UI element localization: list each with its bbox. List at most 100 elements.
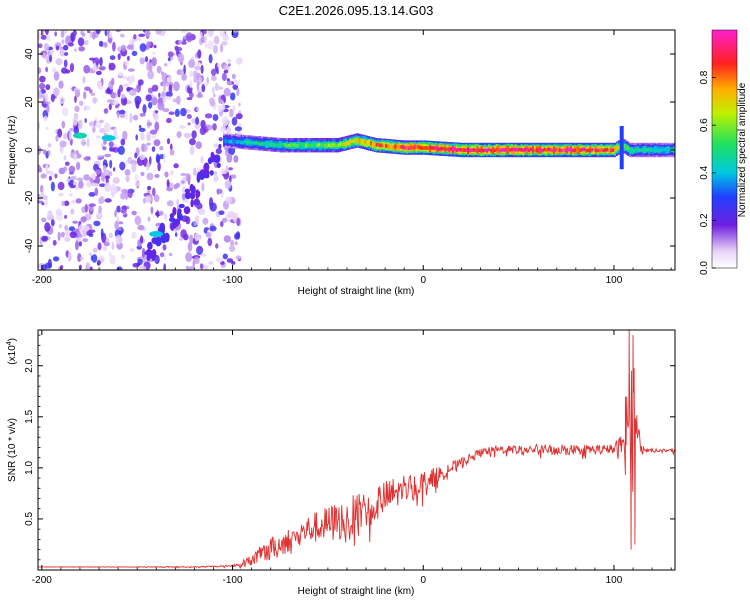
spectrogram-noise-blob bbox=[169, 182, 174, 189]
spectrogram-noise-blob bbox=[175, 232, 178, 237]
spectrogram-noise-blob bbox=[125, 175, 130, 183]
spectrogram-ridge-cell bbox=[646, 148, 649, 152]
spectrogram-noise-blob bbox=[92, 97, 98, 104]
spectrogram-noise-blob bbox=[105, 237, 110, 243]
spectrogram-noise-blob bbox=[169, 149, 175, 156]
spectrogram-noise-blob bbox=[47, 149, 51, 156]
spectrogram-ridge-cell bbox=[347, 141, 349, 145]
spectrogram-noise-blob bbox=[178, 203, 185, 209]
spectrogram-ridge-cell bbox=[638, 148, 641, 153]
spectrogram-noise-blob bbox=[99, 56, 103, 67]
spectrogram-noise-blob bbox=[215, 243, 219, 249]
spectrogram-noise-blob bbox=[209, 170, 214, 176]
spectrogram-noise-blob bbox=[204, 43, 208, 48]
spectrogram-y-axis: -40 -20 0 20 40 bbox=[24, 48, 675, 253]
spectrogram-noise-blob bbox=[178, 237, 184, 241]
spectrogram-noise-blob bbox=[160, 71, 165, 76]
spectrogram-noise-blob bbox=[151, 252, 156, 262]
spectrogram-noise-blob bbox=[146, 41, 152, 47]
spectrogram-noise-blob bbox=[50, 93, 55, 103]
spectrogram-noise-blob bbox=[98, 205, 102, 214]
spectrogram-noise-blob bbox=[129, 247, 135, 253]
spectrogram-noise-blob bbox=[69, 130, 73, 141]
spectrogram-ridge-cell bbox=[509, 148, 512, 152]
spectrogram-noise-blob bbox=[220, 125, 227, 133]
spectrogram-noise-blob bbox=[213, 170, 218, 176]
spectrogram-noise-blob bbox=[100, 228, 104, 239]
spectrogram-noise-blob bbox=[70, 32, 75, 43]
spectrogram-ridge-cell bbox=[499, 148, 502, 153]
spectrogram-noise-blob bbox=[47, 258, 52, 268]
spectrogram-ridge-cell bbox=[354, 138, 357, 142]
spectrogram-noise-blob bbox=[65, 228, 70, 237]
spectrogram-noise-blob bbox=[113, 128, 118, 138]
spectrogram-noise-blob bbox=[97, 242, 102, 250]
snr-x-tick-label: 100 bbox=[606, 575, 623, 586]
spectrogram-noise-blob bbox=[220, 43, 224, 53]
spectrogram-noise-blob bbox=[75, 198, 82, 204]
spectrogram-ridge-cell bbox=[339, 142, 342, 147]
spectrogram-noise-blob bbox=[153, 139, 161, 147]
spectrogram-ridge-cell bbox=[337, 143, 340, 148]
spectrogram-ridge-cell bbox=[297, 143, 300, 148]
spectrogram-noise-blob bbox=[83, 156, 91, 161]
spectrogram-noise-blob bbox=[218, 210, 225, 215]
snr-x-tick-label: 0 bbox=[420, 575, 426, 586]
spectrogram-noise-blob bbox=[104, 153, 112, 158]
spectrogram-ridge-cell bbox=[610, 148, 613, 153]
spectrogram-noise-blob bbox=[46, 34, 51, 42]
spectrogram-ridge-cell bbox=[385, 144, 388, 148]
spectrogram-x-tick-label: 100 bbox=[606, 275, 623, 286]
spectrogram-noise-blob bbox=[197, 208, 206, 215]
spectrogram-noise-blob bbox=[187, 122, 191, 126]
spectrogram-ridge-cell bbox=[535, 148, 538, 152]
spectrogram-ridge-cell bbox=[469, 148, 471, 153]
spectrogram-noise-blob bbox=[120, 254, 125, 259]
spectrogram-noise-blob bbox=[156, 65, 162, 74]
spectrogram-ridge-cell bbox=[631, 147, 634, 152]
spectrogram-noise-blob bbox=[59, 48, 65, 57]
spectrogram-noise-blob bbox=[102, 245, 108, 252]
spectrogram-noise-blob bbox=[231, 73, 236, 80]
spectrogram-noise-blob bbox=[65, 69, 71, 74]
spectrogram-noise-blob bbox=[207, 40, 215, 50]
spectrogram-noise-blob bbox=[236, 87, 240, 97]
spectrogram-ridge-cell bbox=[362, 140, 365, 144]
spectrogram-noise-blob bbox=[163, 255, 167, 261]
spectrogram-y-tick-label: -20 bbox=[24, 190, 35, 205]
spectrogram-noise-blob bbox=[215, 148, 222, 155]
spectrogram-ridge-cell bbox=[301, 143, 304, 147]
spectrogram-ridge-cell bbox=[615, 146, 618, 150]
spectrogram-noise-blob bbox=[68, 193, 73, 197]
spectrogram-ridge-cell bbox=[541, 148, 544, 153]
snr-y-axis: 0.5 1.0 1.5 2.0 bbox=[24, 334, 675, 561]
spectrogram-ridge-cell bbox=[484, 148, 487, 153]
spectrogram-noise-blob bbox=[220, 99, 224, 103]
spectrogram-noise-blob bbox=[208, 54, 213, 64]
spectrogram-noise-blob bbox=[78, 100, 84, 107]
spectrogram-noise-blob bbox=[131, 210, 137, 216]
spectrogram-ridge-cell bbox=[663, 147, 666, 152]
spectrogram-ridge-cell bbox=[369, 141, 372, 145]
spectrogram-ridge-cell bbox=[480, 148, 483, 153]
spectrogram-noise-blob bbox=[40, 52, 48, 58]
spectrogram-noise-blob bbox=[91, 254, 98, 263]
spectrogram-ridge-cell bbox=[409, 145, 412, 150]
spectrogram-noise-blob bbox=[159, 145, 164, 151]
spectrogram-ridge-cell bbox=[434, 146, 437, 150]
spectrogram-noise-blob bbox=[64, 30, 68, 34]
spectrogram-noise-blob bbox=[207, 30, 214, 38]
spectrogram-noise-blob bbox=[152, 187, 156, 197]
spectrogram-noise-blob bbox=[93, 220, 101, 227]
spectrogram-ridge-cell bbox=[612, 148, 615, 152]
spectrogram-noise-blob bbox=[42, 110, 49, 119]
spectrogram-noise-blob bbox=[203, 264, 209, 270]
spectrogram-noise-blob bbox=[210, 151, 215, 161]
spectrogram-noise-blob bbox=[60, 100, 64, 104]
spectrogram-noise-blob bbox=[144, 30, 151, 37]
spectrogram-noise-blob bbox=[181, 41, 187, 45]
spectrogram-ridge-cell bbox=[326, 143, 328, 148]
spectrogram-ridge-cell bbox=[465, 148, 468, 152]
spectrogram-noise-blob bbox=[104, 175, 110, 180]
spectrogram-noise-blob bbox=[92, 31, 96, 40]
